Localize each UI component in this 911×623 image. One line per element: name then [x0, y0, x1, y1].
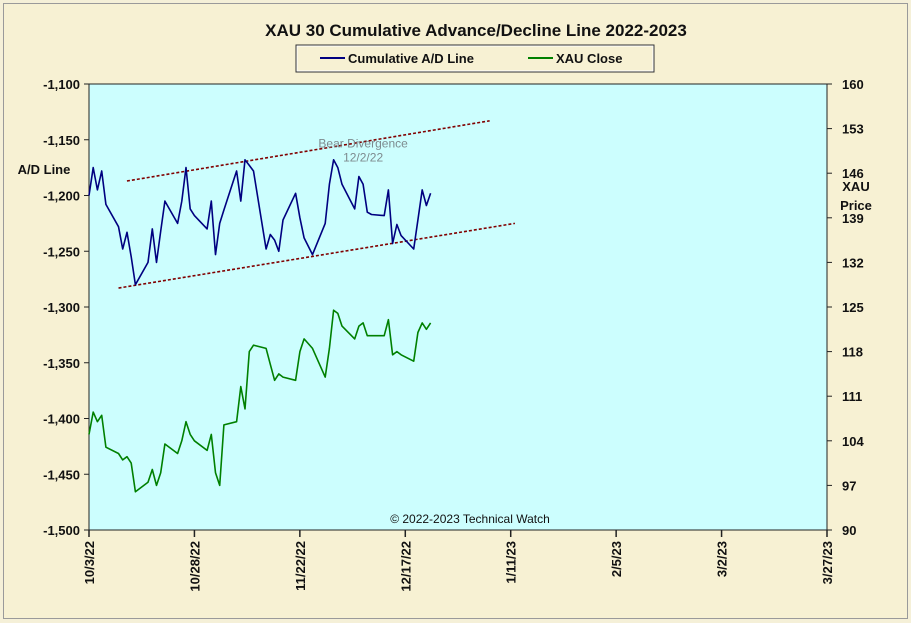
x-tick-label: 1/11/23: [504, 541, 519, 584]
lower-channel-line: [118, 222, 516, 289]
channel-lines: [118, 120, 516, 289]
upper-channel-line: [126, 120, 490, 182]
right-tick-label: 146: [842, 166, 864, 181]
right-axis-label-line2: Price: [840, 198, 872, 213]
annotation-line2: 12/2/22: [343, 151, 383, 165]
right-tick-label: 160: [842, 77, 864, 92]
x-tick-label: 11/22/22: [293, 541, 308, 591]
x-tick-label: 2/5/23: [609, 541, 624, 577]
credit: © 2022-2023 Technical Watch: [390, 512, 550, 526]
annotation-line1: Bear Divergence: [318, 137, 408, 151]
x-tick-label: 3/27/23: [820, 541, 835, 584]
plot-area: [88, 83, 828, 531]
legend-label-ad-line: Cumulative A/D Line: [348, 51, 474, 66]
x-tick-label: 3/2/23: [715, 541, 730, 577]
legend: Cumulative A/D Line XAU Close: [295, 44, 655, 73]
left-tick-label: -1,150: [43, 133, 80, 148]
left-axis-label: A/D Line: [18, 162, 71, 177]
left-tick-label: -1,250: [43, 244, 80, 259]
left-tick-label: -1,200: [43, 189, 80, 204]
right-tick-label: 104: [842, 434, 864, 449]
x-tick-label: 10/3/22: [82, 541, 97, 584]
right-tick-label: 97: [842, 478, 856, 493]
right-axis: 160 153 146 139 132 125 118 111 104 97 90: [827, 77, 864, 538]
right-tick-label: 125: [842, 300, 864, 315]
series-layer: [88, 159, 432, 493]
left-tick-label: -1,450: [43, 467, 80, 482]
left-tick-label: -1,500: [43, 523, 80, 538]
x-tick-label: 10/28/22: [187, 541, 202, 592]
right-tick-label: 153: [842, 122, 864, 137]
x-axis: 10/3/22 10/28/22 11/22/22 12/17/22 1/11/23 2/…: [82, 530, 835, 592]
right-axis-label-line1: XAU: [842, 179, 869, 194]
left-tick-label: -1,400: [43, 412, 80, 427]
left-tick-label: -1,300: [43, 300, 80, 315]
left-tick-label: -1,100: [43, 77, 80, 92]
right-tick-label: 111: [842, 389, 862, 404]
legend-label-xau: XAU Close: [556, 51, 622, 66]
x-tick-label: 12/17/22: [398, 541, 413, 592]
chart-title: XAU 30 Cumulative Advance/Decline Line 2…: [265, 21, 687, 40]
right-tick-label: 132: [842, 255, 864, 270]
xau-close-series: [88, 309, 432, 493]
ad-line-series: [88, 159, 432, 286]
right-tick-label: 118: [842, 345, 863, 360]
left-tick-label: -1,350: [43, 356, 80, 371]
right-tick-label: 90: [842, 523, 856, 538]
right-tick-label: 139: [842, 211, 864, 226]
left-axis: -1,100 -1,150 -1,200 -1,250 -1,300 -1,350 -1,4…: [43, 77, 89, 538]
